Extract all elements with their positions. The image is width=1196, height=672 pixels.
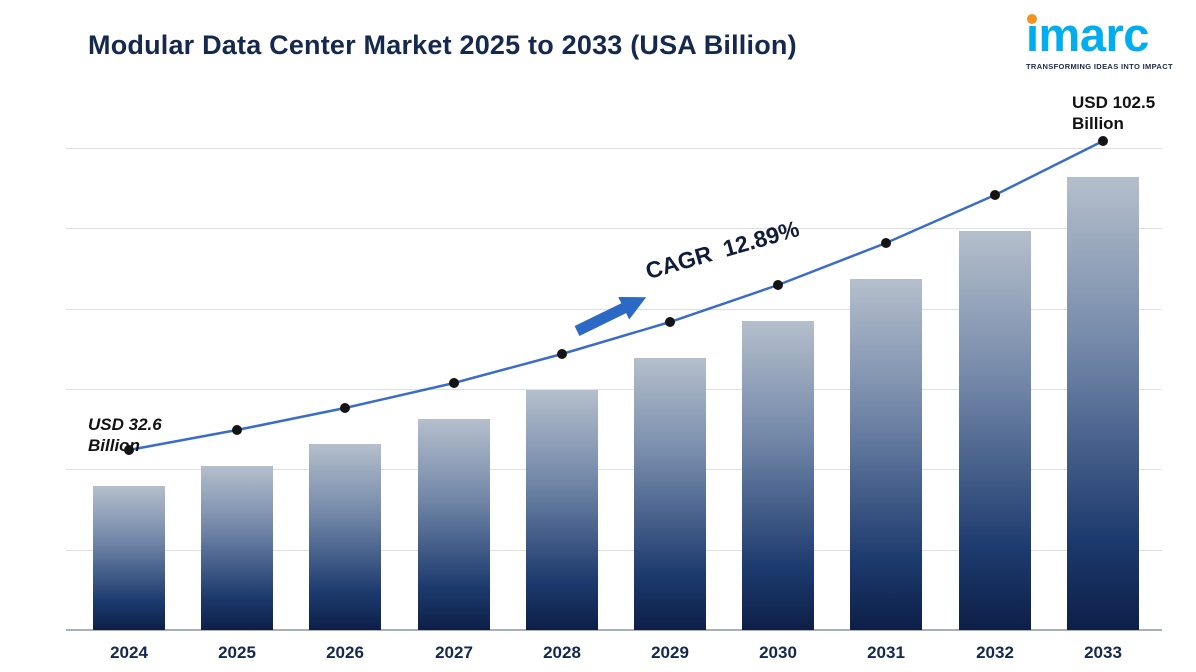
data-point-dot-2029 [665,317,675,327]
data-point-dot-2027 [449,378,459,388]
imarc-logo: imarc TRANSFORMING IDEAS INTO IMPACT [1026,10,1186,72]
bar-2033 [1067,177,1139,630]
bar-2024 [93,486,165,630]
growth-arrow-icon [574,296,647,336]
start-value-annotation: USD 32.6 Billion [88,414,162,457]
year-label-2033: 2033 [1084,643,1122,662]
gridline [66,550,1162,551]
bar-2031 [850,279,922,630]
trend-line [128,139,1104,452]
x-axis-baseline [66,629,1162,631]
end-value-line2: Billion [1072,114,1124,134]
data-point-dot-2031 [881,238,891,248]
bar-2029 [634,358,706,630]
gridline [66,228,1162,229]
data-point-dot-2033 [1098,136,1108,146]
imarc-logo-tagline: TRANSFORMING IDEAS INTO IMPACT [1026,62,1173,72]
bar-2030 [742,321,814,630]
start-value-line1: USD 32.6 [88,415,162,434]
data-point-dot-2032 [990,190,1000,200]
year-label-2024: 2024 [110,643,148,662]
chart-title: Modular Data Center Market 2025 to 2033 … [88,30,797,60]
year-label-2032: 2032 [976,643,1014,662]
year-label-2026: 2026 [326,643,364,662]
end-value-annotation: USD 102.5 Billion [1072,92,1155,135]
bar-2032 [959,231,1031,630]
data-point-dot-2025 [232,425,242,435]
data-point-dot-2026 [340,403,350,413]
end-value-line1: USD 102.5 [1072,93,1156,112]
imarc-logo-text: imarc [1026,8,1149,61]
bar-2025 [201,466,273,630]
year-label-2031: 2031 [867,643,905,662]
bar-2026 [309,444,381,630]
year-label-2025: 2025 [218,643,256,662]
gridline [66,469,1162,470]
bar-2028 [526,390,598,630]
gridline [66,148,1162,149]
cagr-label: CAGR 12.89% [642,215,803,285]
year-label-2027: 2027 [435,643,473,662]
data-point-dot-2030 [773,280,783,290]
year-label-2030: 2030 [759,643,797,662]
start-value-line2: Billion [88,436,140,456]
year-label-2028: 2028 [543,643,581,662]
imarc-logo-orange-dot-icon [1027,14,1037,24]
year-label-2029: 2029 [651,643,689,662]
bar-2027 [418,419,490,630]
imarc-logo-wordmark: imarc [1026,10,1149,59]
data-point-dot-2028 [557,349,567,359]
